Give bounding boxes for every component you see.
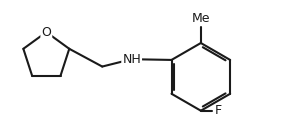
Text: F: F: [214, 104, 221, 117]
Text: O: O: [41, 26, 51, 39]
Text: NH: NH: [122, 53, 141, 66]
Text: Me: Me: [192, 12, 210, 25]
